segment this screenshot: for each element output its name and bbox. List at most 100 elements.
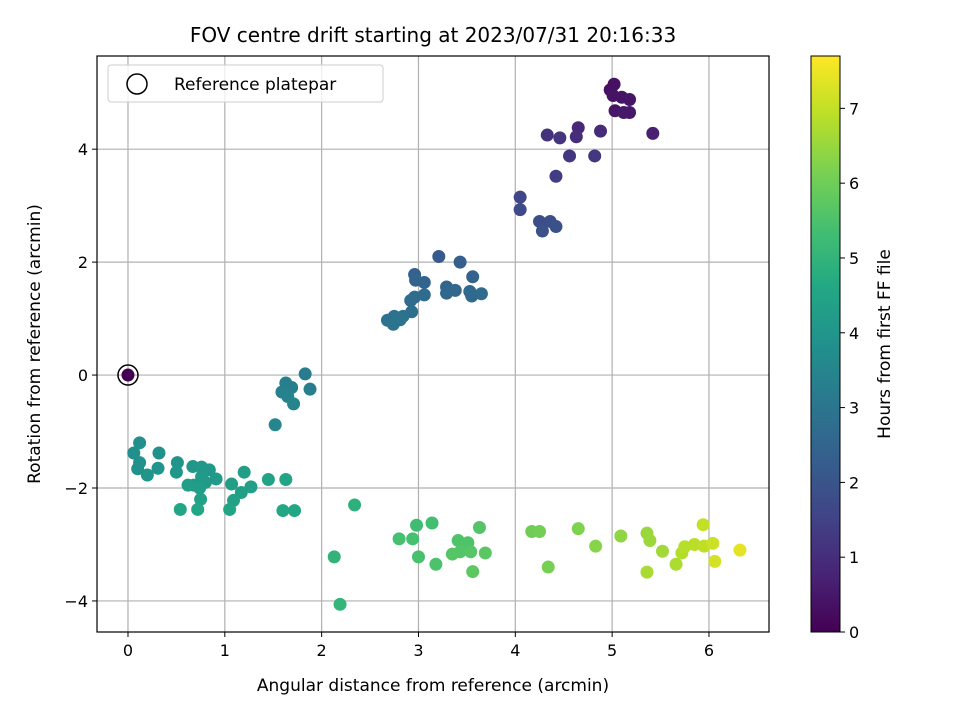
data-point bbox=[549, 169, 563, 183]
x-axis-label: Angular distance from reference (arcmin) bbox=[257, 676, 609, 696]
data-point bbox=[173, 502, 187, 516]
plot-frame bbox=[96, 55, 770, 633]
data-point bbox=[152, 446, 166, 460]
data-point bbox=[571, 522, 585, 536]
data-point bbox=[466, 270, 480, 284]
y-tick-label: 2 bbox=[78, 253, 88, 272]
data-point bbox=[623, 92, 637, 106]
data-point bbox=[151, 461, 165, 475]
data-point bbox=[451, 534, 465, 548]
data-point bbox=[466, 565, 480, 579]
data-point bbox=[287, 397, 301, 411]
y-axis-ticks: −4 −2 0 2 4 bbox=[64, 140, 97, 611]
data-point bbox=[733, 543, 747, 557]
data-point bbox=[425, 516, 439, 530]
data-point bbox=[193, 481, 207, 495]
chart-title: FOV centre drift starting at 2023/07/31 … bbox=[190, 23, 676, 47]
data-point bbox=[541, 560, 555, 574]
data-point bbox=[392, 532, 406, 546]
colorbar bbox=[811, 56, 840, 632]
data-point bbox=[417, 288, 431, 302]
data-point bbox=[553, 131, 567, 145]
data-point bbox=[464, 545, 478, 559]
data-point bbox=[594, 124, 608, 138]
data-point bbox=[133, 436, 147, 450]
data-point bbox=[474, 287, 488, 301]
data-point bbox=[169, 465, 183, 479]
colorbar-tick-label: 7 bbox=[849, 99, 859, 118]
x-tick-label: 2 bbox=[317, 641, 327, 660]
legend-marker bbox=[126, 73, 148, 95]
colorbar-tick-label: 5 bbox=[849, 249, 859, 268]
data-point bbox=[279, 473, 293, 487]
colorbar-tick-label: 2 bbox=[849, 473, 859, 492]
reference-marker bbox=[117, 364, 139, 386]
data-point bbox=[472, 521, 486, 535]
data-point bbox=[410, 518, 424, 532]
data-point bbox=[513, 203, 527, 217]
colorbar-tick-label: 3 bbox=[849, 399, 859, 418]
y-tick-label: −2 bbox=[64, 479, 88, 498]
colorbar-ticks: 0 1 2 3 4 5 6 7 bbox=[840, 99, 859, 642]
data-point bbox=[478, 546, 492, 560]
data-point bbox=[261, 473, 275, 487]
x-tick-label: 3 bbox=[413, 641, 423, 660]
data-point bbox=[623, 105, 637, 119]
x-tick-label: 6 bbox=[704, 641, 714, 660]
data-point bbox=[303, 382, 317, 396]
data-point bbox=[170, 456, 184, 470]
data-point bbox=[445, 547, 459, 561]
data-points bbox=[127, 77, 747, 611]
data-point bbox=[333, 597, 347, 611]
grid bbox=[97, 56, 769, 632]
y-tick-label: −4 bbox=[64, 592, 88, 611]
data-point bbox=[643, 534, 657, 548]
x-tick-label: 4 bbox=[510, 641, 520, 660]
x-axis-ticks: 0 1 2 3 4 5 6 bbox=[123, 632, 714, 660]
colorbar-tick-label: 1 bbox=[849, 548, 859, 567]
legend-label: Reference platepar bbox=[174, 75, 336, 95]
data-point bbox=[640, 565, 654, 579]
data-point bbox=[244, 480, 258, 494]
data-point bbox=[194, 492, 208, 506]
legend-box bbox=[107, 64, 384, 103]
colorbar-tick-label: 0 bbox=[849, 623, 859, 642]
data-point bbox=[127, 446, 141, 460]
data-point bbox=[411, 550, 425, 564]
x-tick-label: 5 bbox=[607, 641, 617, 660]
data-point bbox=[348, 498, 362, 512]
data-point bbox=[181, 478, 195, 492]
data-point bbox=[276, 504, 290, 518]
data-point bbox=[440, 286, 454, 300]
data-point bbox=[589, 539, 603, 553]
data-point bbox=[406, 532, 420, 546]
data-point bbox=[225, 477, 239, 491]
data-point bbox=[268, 418, 282, 432]
data-point bbox=[588, 149, 602, 163]
data-point bbox=[209, 472, 223, 486]
colorbar-label: Hours from first FF file bbox=[875, 249, 895, 439]
data-point bbox=[614, 529, 628, 543]
data-point bbox=[327, 550, 341, 564]
y-tick-label: 4 bbox=[78, 140, 88, 159]
data-point bbox=[453, 255, 467, 269]
data-point bbox=[563, 149, 577, 163]
data-point bbox=[706, 536, 720, 550]
data-point bbox=[655, 544, 669, 558]
y-axis-label: Rotation from reference (arcmin) bbox=[25, 204, 45, 484]
data-point bbox=[429, 557, 443, 571]
data-point bbox=[288, 504, 302, 518]
reference-point bbox=[121, 368, 135, 382]
reference-ring bbox=[117, 364, 139, 386]
colorbar-tick-label: 6 bbox=[849, 174, 859, 193]
data-point bbox=[131, 462, 145, 476]
data-point bbox=[540, 128, 554, 142]
data-point bbox=[687, 537, 701, 551]
colorbar-frame bbox=[810, 55, 841, 633]
data-point bbox=[386, 317, 400, 331]
data-point bbox=[533, 524, 547, 538]
data-point bbox=[646, 126, 660, 140]
data-point bbox=[404, 294, 418, 308]
data-point bbox=[696, 518, 710, 532]
